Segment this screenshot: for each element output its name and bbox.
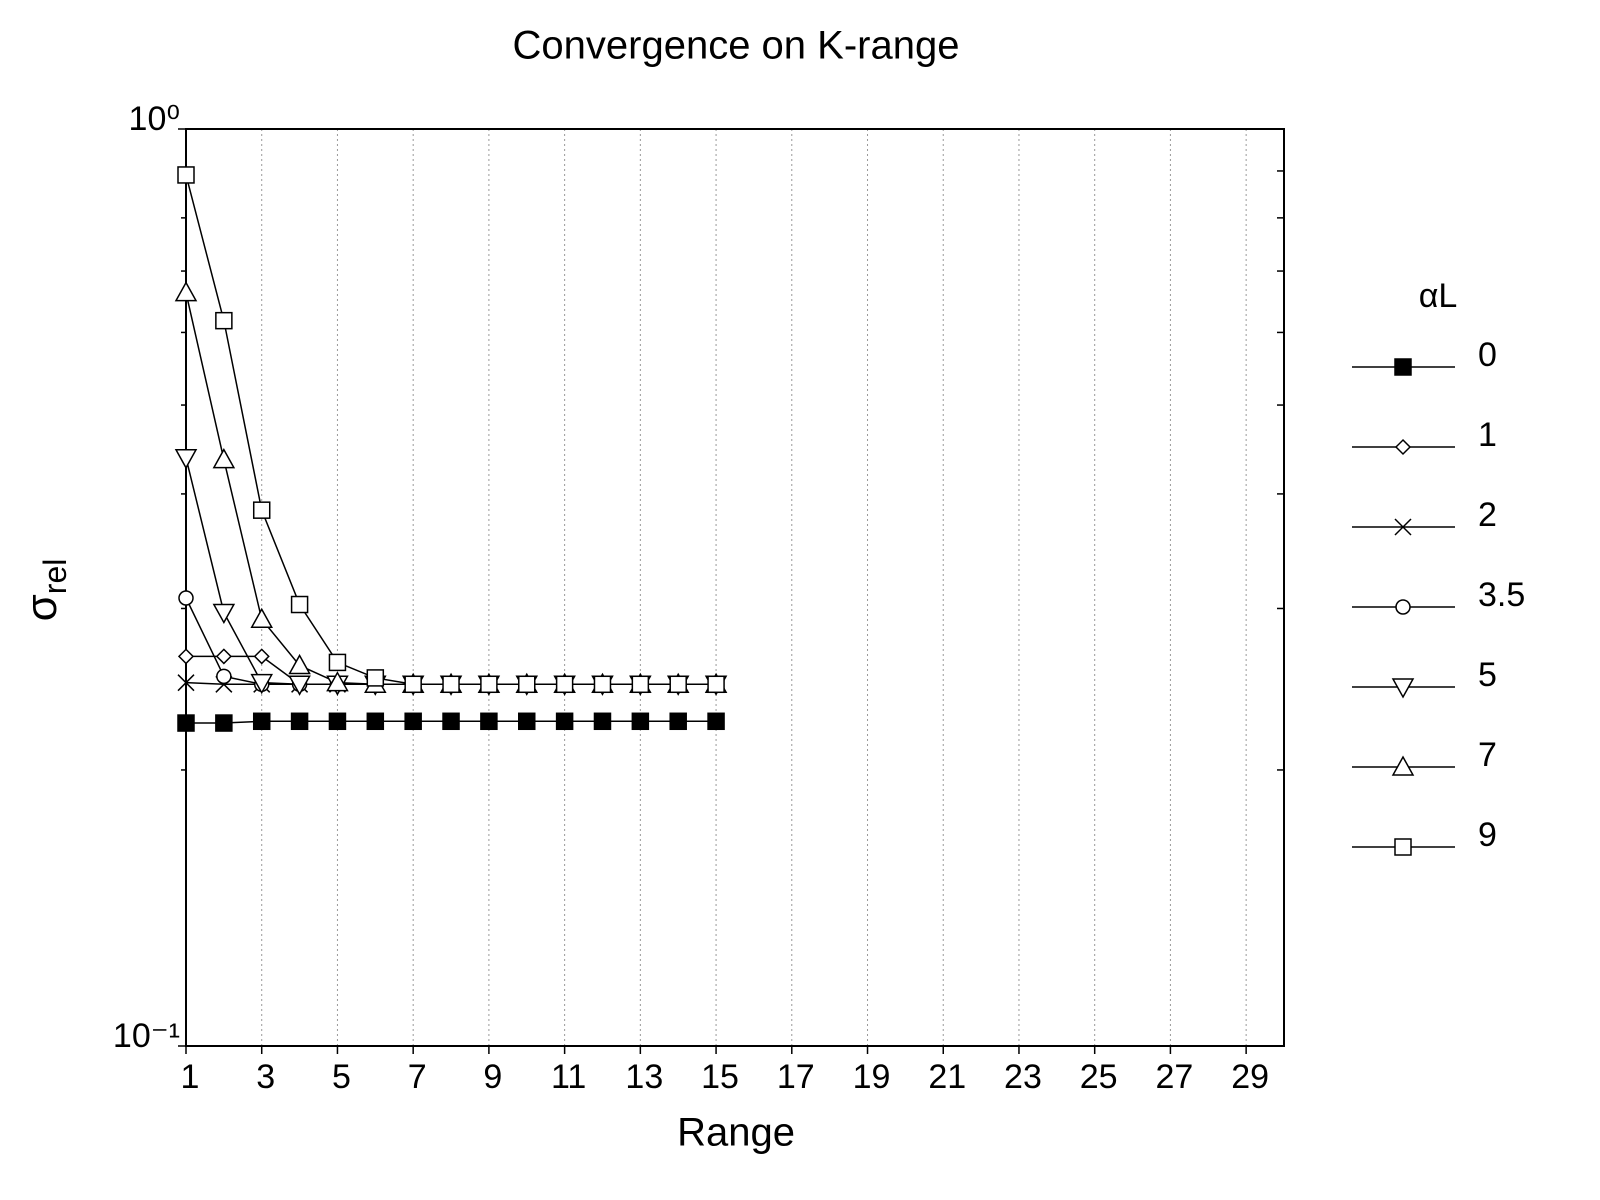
legend-marker (1391, 755, 1415, 776)
marker (177, 674, 195, 692)
marker (328, 653, 347, 672)
marker (174, 281, 198, 302)
x-tick-label: 27 (1155, 1058, 1193, 1096)
x-tick-label: 9 (483, 1058, 502, 1096)
marker (288, 653, 311, 675)
marker (250, 673, 273, 695)
x-tick-label: 17 (777, 1058, 815, 1096)
marker (631, 675, 650, 694)
y-axis-label: σrel (17, 559, 74, 622)
legend-label: 0 (1478, 336, 1497, 374)
legend-marker (1391, 678, 1415, 699)
legend-label: 1 (1478, 416, 1497, 454)
x-tick-label: 1 (181, 1058, 200, 1096)
marker (593, 712, 612, 731)
x-tick-label: 3 (256, 1058, 275, 1096)
legend-label: 3.5 (1478, 576, 1525, 614)
plot-frame (185, 128, 1285, 1047)
legend-marker (1394, 438, 1412, 456)
marker (669, 675, 687, 694)
marker (518, 712, 536, 731)
marker (216, 668, 232, 685)
marker (253, 648, 270, 665)
x-tick-label: 7 (408, 1058, 427, 1096)
marker (328, 712, 347, 731)
marker (290, 595, 309, 614)
marker (707, 712, 725, 731)
marker (250, 607, 273, 628)
marker (252, 712, 271, 731)
marker (366, 712, 385, 731)
legend-label: 5 (1478, 656, 1497, 694)
x-tick-label: 25 (1080, 1058, 1118, 1096)
x-tick-label: 13 (625, 1058, 663, 1096)
marker (326, 671, 349, 692)
legend-marker (1395, 599, 1411, 615)
x-tick-label: 19 (853, 1058, 891, 1096)
marker (480, 675, 498, 694)
marker (252, 501, 271, 519)
marker (555, 675, 574, 694)
chart-title: Convergence on K-range (513, 24, 960, 68)
x-axis-label: Range (677, 1111, 795, 1155)
marker (480, 712, 498, 731)
y-axis-label-symbol: σrel (17, 559, 74, 622)
legend-label: 2 (1478, 496, 1497, 534)
marker (288, 675, 311, 696)
marker (593, 675, 612, 694)
y-tick-label: 10⁰ (129, 100, 180, 138)
marker (555, 712, 574, 731)
marker (177, 166, 195, 184)
marker (174, 449, 198, 470)
x-tick-label: 21 (928, 1058, 966, 1096)
x-tick-label: 11 (551, 1058, 586, 1096)
marker (215, 714, 233, 732)
marker (178, 590, 194, 606)
legend-label: 7 (1478, 736, 1497, 774)
legend-marker (1394, 358, 1412, 376)
marker (215, 311, 233, 330)
marker (707, 675, 725, 694)
marker (518, 675, 536, 694)
legend-label: 9 (1478, 816, 1497, 854)
marker (404, 712, 422, 731)
legend-marker (1394, 838, 1412, 856)
marker (669, 712, 687, 731)
marker (404, 675, 422, 694)
marker (177, 714, 195, 732)
y-tick-label: 10⁻¹ (113, 1017, 180, 1055)
marker (290, 712, 309, 731)
marker (631, 712, 650, 731)
marker (212, 448, 236, 469)
marker (212, 603, 236, 625)
y-axis-label-sub: rel (37, 559, 73, 595)
y-axis-label-main: σ (17, 594, 66, 621)
legend-marker (1394, 518, 1412, 536)
marker (215, 648, 232, 665)
x-tick-label: 5 (332, 1058, 351, 1096)
x-tick-label: 15 (701, 1058, 739, 1096)
marker (366, 669, 385, 687)
marker (442, 712, 460, 731)
x-tick-label: 29 (1231, 1058, 1269, 1096)
marker (177, 648, 195, 665)
marker (442, 675, 460, 694)
legend-title: αL (1419, 277, 1458, 315)
x-tick-label: 23 (1004, 1058, 1042, 1096)
